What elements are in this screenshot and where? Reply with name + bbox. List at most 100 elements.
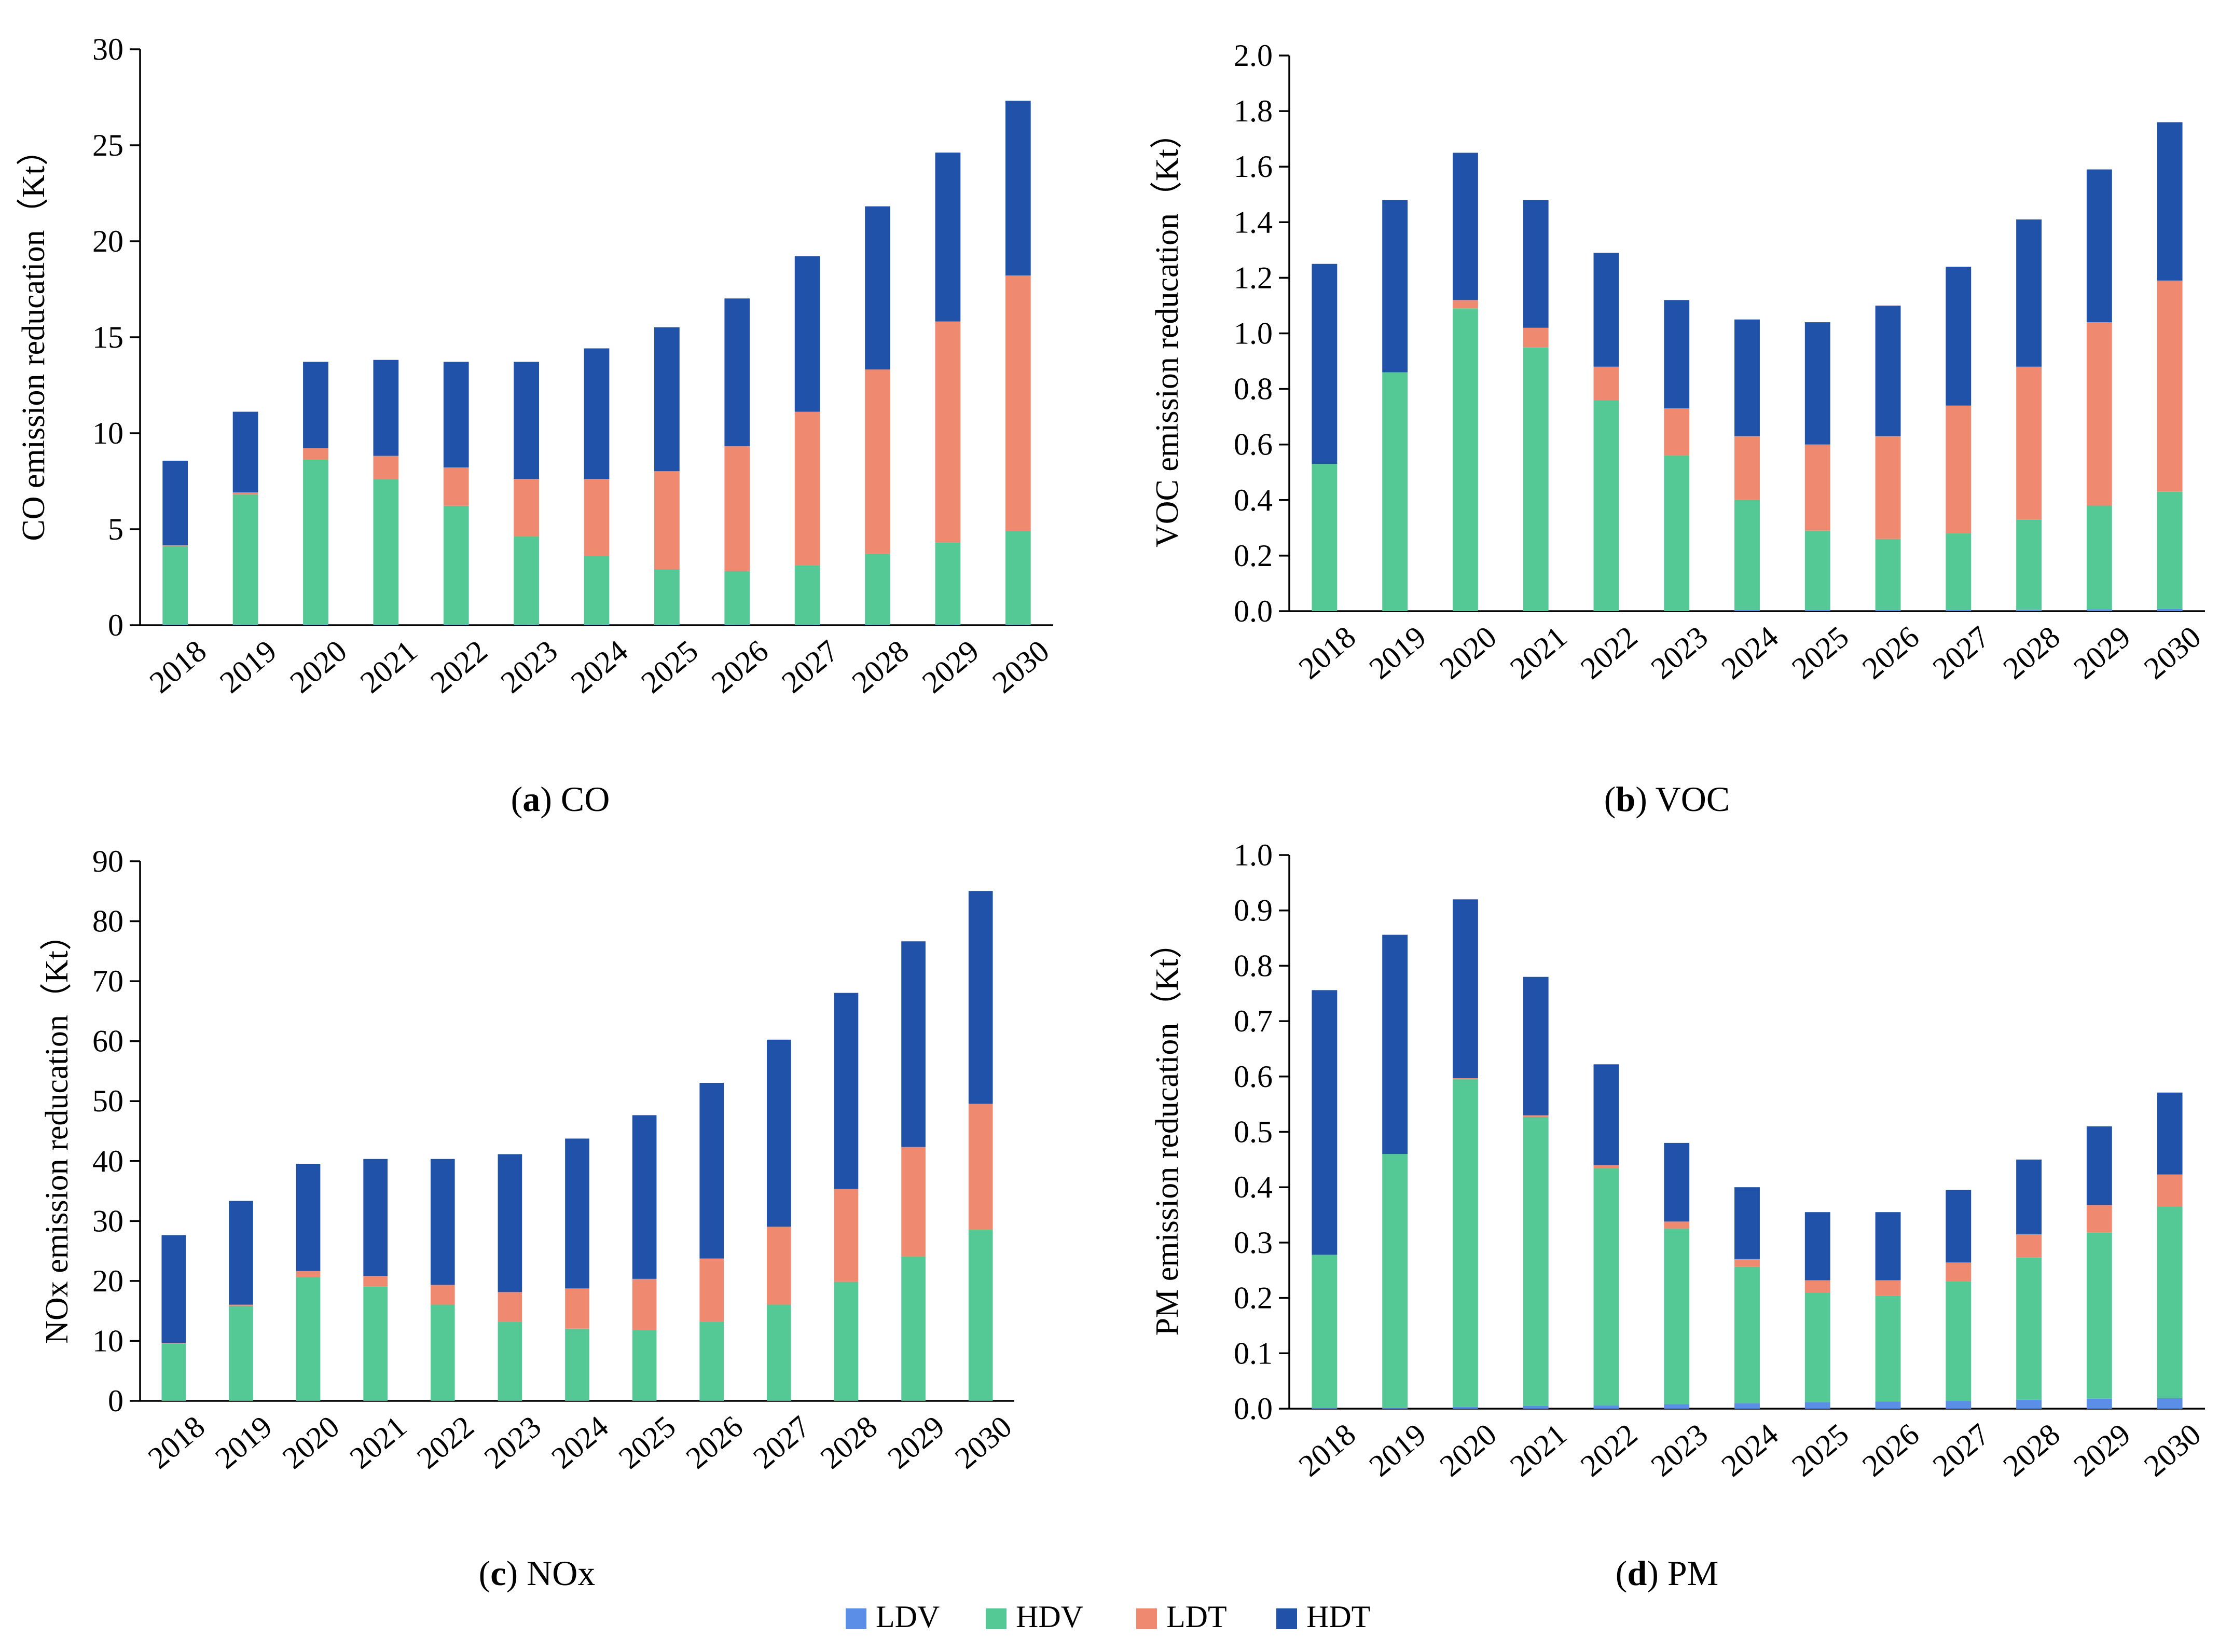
bar-hdt-2028 — [2016, 219, 2042, 367]
bar-hdv-2020 — [1452, 308, 1478, 611]
bar-hdt-2025 — [654, 327, 680, 472]
bar-hdv-2018 — [1312, 464, 1338, 611]
bar-ldt-2018 — [162, 545, 188, 546]
y-tick-label: 50 — [92, 1084, 123, 1118]
bar-hdt-2029 — [2086, 169, 2112, 323]
bar-hdt-2021 — [1523, 200, 1549, 328]
bar-ldv-2024 — [1734, 610, 1760, 611]
bar-ldv-2026 — [1875, 610, 1901, 611]
bar-hdv-2027 — [794, 565, 820, 625]
bar-ldt-2028 — [834, 1189, 859, 1282]
y-tick-label: 0.8 — [1234, 948, 1273, 983]
bar-ldv-2029 — [2086, 1398, 2112, 1409]
bar-ldt-2022 — [1593, 1165, 1619, 1168]
bar-ldt-2022 — [430, 1285, 455, 1305]
legend-label-ldt: LDT — [1166, 1600, 1227, 1634]
bar-ldt-2026 — [1875, 1280, 1901, 1296]
bar-hdv-2020 — [296, 1277, 321, 1401]
bar-ldv-2019 — [1382, 1407, 1408, 1409]
bar-ldv-2028 — [2016, 1399, 2042, 1409]
x-tick-label: 2028 — [1997, 1417, 2066, 1483]
bar-ldt-2028 — [2016, 1234, 2042, 1258]
bar-hdv-2025 — [654, 569, 680, 625]
x-tick-label: 2019 — [209, 1409, 278, 1476]
y-tick-label: 0.0 — [1234, 594, 1273, 628]
x-tick-label: 2018 — [143, 634, 213, 700]
bar-ldt-2029 — [901, 1147, 926, 1257]
bar-hdt-2022 — [1593, 1064, 1619, 1165]
x-tick-label: 2027 — [775, 634, 845, 700]
bar-hdv-2023 — [514, 536, 539, 625]
bar-ldt-2029 — [935, 321, 961, 543]
y-tick-label: 30 — [92, 1204, 123, 1238]
y-tick-label: 0.7 — [1234, 1004, 1273, 1038]
bar-hdv-2020 — [1452, 1079, 1478, 1407]
bar-ldt-2022 — [443, 467, 469, 506]
bar-ldt-2023 — [1664, 408, 1690, 456]
bar-hdv-2024 — [1734, 1266, 1760, 1403]
bar-hdv-2019 — [232, 494, 258, 625]
bar-ldt-2025 — [1804, 444, 1830, 531]
bar-hdv-2024 — [565, 1328, 589, 1401]
x-tick-label: 2023 — [494, 634, 564, 700]
y-tick-label: 30 — [92, 32, 123, 66]
bar-hdv-2022 — [1593, 1168, 1619, 1406]
x-tick-label: 2020 — [1433, 620, 1503, 686]
bar-ldv-2023 — [1664, 1404, 1690, 1409]
bar-hdt-2027 — [794, 256, 820, 412]
bar-hdt-2030 — [2157, 1092, 2183, 1175]
bar-ldv-2026 — [699, 1400, 724, 1401]
y-tick-label: 1.6 — [1234, 149, 1273, 184]
y-tick-label: 10 — [92, 416, 123, 450]
bar-hdt-2024 — [565, 1138, 589, 1289]
y-tick-label: 0.5 — [1234, 1115, 1273, 1149]
bar-hdt-2029 — [2086, 1126, 2112, 1205]
legend-label-hdv: HDV — [1016, 1600, 1083, 1634]
bar-ldv-2020 — [296, 1400, 321, 1401]
x-tick-label: 2027 — [747, 1409, 816, 1476]
x-tick-label: 2029 — [881, 1409, 951, 1476]
bar-hdt-2020 — [303, 362, 328, 448]
y-tick-label: 0.4 — [1234, 483, 1273, 517]
bar-hdv-2021 — [373, 479, 399, 625]
x-tick-label: 2028 — [1997, 620, 2066, 686]
bar-hdv-2027 — [767, 1304, 791, 1401]
y-tick-label: 1.0 — [1234, 838, 1273, 872]
bar-hdt-2019 — [229, 1201, 253, 1305]
bar-ldv-2027 — [767, 1400, 791, 1401]
bar-hdt-2029 — [901, 941, 926, 1147]
x-tick-label: 2021 — [343, 1409, 413, 1476]
bar-ldt-2022 — [1593, 366, 1619, 401]
bar-ldv-2020 — [1452, 1407, 1478, 1409]
y-tick-label: 25 — [92, 128, 123, 162]
x-tick-label: 2028 — [814, 1409, 884, 1476]
y-tick-label: 0.2 — [1234, 1281, 1273, 1315]
bar-hdv-2026 — [724, 571, 750, 625]
x-tick-label: 2020 — [283, 634, 353, 700]
x-tick-label: 2024 — [564, 634, 634, 700]
chart-panel-voc: (b) VOC 0.0 0.2 0.4 0.6 0.8 1.0 1.2 1.4 1.6 1.8 2.… — [1150, 38, 2207, 819]
x-tick-label: 2021 — [1504, 620, 1573, 686]
bar-hdv-2030 — [1005, 530, 1031, 625]
bar-hdv-2025 — [1804, 530, 1830, 610]
y-tick-label: 0.8 — [1234, 372, 1273, 406]
x-tick-label: 2027 — [1926, 1417, 1996, 1483]
bar-hdv-2019 — [229, 1305, 253, 1401]
bar-hdv-2022 — [1593, 400, 1619, 611]
x-tick-label: 2018 — [142, 1409, 211, 1476]
bar-ldv-2027 — [1946, 610, 1972, 611]
bar-ldt-2020 — [296, 1271, 321, 1277]
y-tick-label: 0 — [108, 608, 123, 642]
bar-ldv-2018 — [1312, 1408, 1338, 1409]
bar-ldt-2029 — [2086, 322, 2112, 506]
bar-ldt-2024 — [565, 1288, 589, 1329]
bar-ldt-2025 — [654, 471, 680, 569]
bar-hdt-2020 — [296, 1163, 321, 1271]
y-tick-label: 0 — [108, 1384, 123, 1418]
bar-ldv-2022 — [430, 1400, 455, 1401]
y-tick-label: 70 — [92, 964, 123, 998]
y-tick-label: 15 — [92, 320, 123, 354]
legend-swatch-ldt — [1136, 1608, 1157, 1629]
x-tick-label: 2018 — [1292, 620, 1362, 686]
